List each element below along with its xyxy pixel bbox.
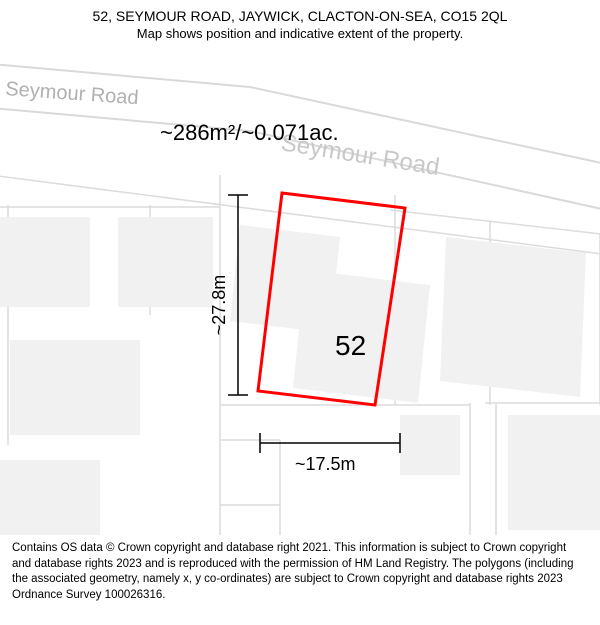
header-title: 52, SEYMOUR ROAD, JAYWICK, CLACTON-ON-SE… <box>10 8 590 24</box>
header: 52, SEYMOUR ROAD, JAYWICK, CLACTON-ON-SE… <box>0 0 600 45</box>
height-label: ~27.8m <box>209 275 229 336</box>
buildings <box>0 217 600 535</box>
map-area: Seymour Road Seymour Road ~286m²/~0.071a… <box>0 45 600 535</box>
road-name-left: Seymour Road <box>5 78 140 109</box>
area-label: ~286m²/~0.071ac. <box>160 120 339 145</box>
house-number: 52 <box>335 330 366 361</box>
width-label: ~17.5m <box>295 454 356 474</box>
footer-text: Contains OS data © Crown copyright and d… <box>0 535 600 611</box>
map-svg: Seymour Road Seymour Road ~286m²/~0.071a… <box>0 45 600 535</box>
dim-horizontal <box>260 433 400 453</box>
header-subtitle: Map shows position and indicative extent… <box>10 26 590 41</box>
